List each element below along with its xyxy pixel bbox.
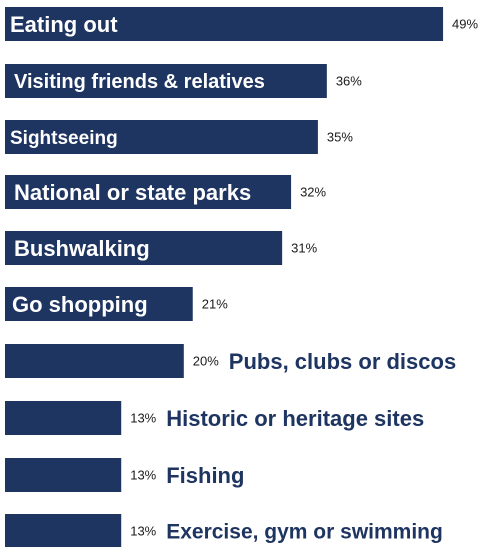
value-label-4: 32% xyxy=(300,185,326,200)
value-label-3: 35% xyxy=(327,130,353,145)
value-label-6: 21% xyxy=(202,297,228,312)
value-label-10: 13% xyxy=(130,524,156,539)
category-label-10: Exercise, gym or swimming xyxy=(166,521,443,544)
value-label-8: 13% xyxy=(130,411,156,426)
category-label-2: Visiting friends & relatives xyxy=(14,71,265,93)
category-label-9: Fishing xyxy=(166,463,244,488)
category-label-6: Go shopping xyxy=(12,292,148,317)
bar-5 xyxy=(5,231,283,265)
value-label-5: 31% xyxy=(291,241,317,256)
category-label-7: Pubs, clubs or discos xyxy=(229,349,456,374)
bar-7 xyxy=(5,344,184,378)
value-label-1: 49% xyxy=(452,17,478,32)
category-label-8: Historic or heritage sites xyxy=(166,406,424,431)
value-label-9: 13% xyxy=(130,468,156,483)
bar-9 xyxy=(5,458,122,492)
bar-4 xyxy=(5,175,292,209)
bar-8 xyxy=(5,401,122,435)
value-label-7: 20% xyxy=(193,354,219,369)
bar-6 xyxy=(5,287,193,321)
value-label-2: 36% xyxy=(336,74,362,89)
bar-2 xyxy=(5,64,327,98)
bar-3 xyxy=(5,120,318,154)
bar-10 xyxy=(5,514,122,547)
bar-1 xyxy=(5,7,444,41)
category-label-5: Bushwalking xyxy=(14,236,150,261)
category-label-1: Eating out xyxy=(10,12,118,37)
category-label-3: Sightseeing xyxy=(10,128,118,149)
category-label-4: National or state parks xyxy=(14,180,251,205)
